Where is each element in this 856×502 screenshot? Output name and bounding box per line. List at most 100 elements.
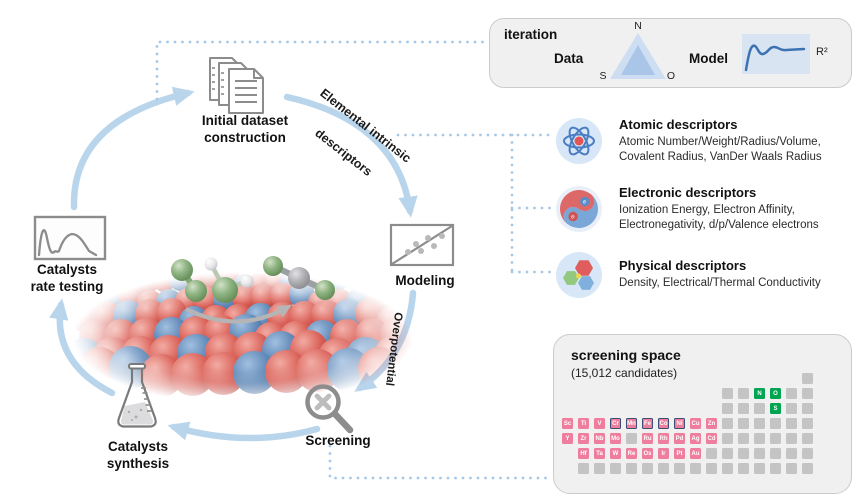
- element-cell-Nb: Nb: [594, 433, 605, 444]
- iteration-title: iteration: [504, 27, 558, 42]
- element-cell: [754, 403, 765, 414]
- electronic-descriptors-line2: Electronegativity, d/p/Valence electrons: [619, 219, 819, 232]
- element-cell: [786, 463, 797, 474]
- dotted-dataset-to-iteration: [155, 40, 488, 101]
- element-cell-Cu: Cu: [690, 418, 701, 429]
- element-cell: [786, 448, 797, 459]
- element-cell-Y: Y: [562, 433, 573, 444]
- element-cell-Zn: Zn: [706, 418, 717, 429]
- svg-text:e: e: [581, 199, 588, 206]
- element-cell-O: O: [770, 388, 781, 399]
- rate-testing-line1: Catalysts: [36, 262, 98, 277]
- element-cell-S: S: [770, 403, 781, 414]
- regression-plot-icon: [389, 223, 455, 267]
- element-cell: [802, 373, 813, 384]
- element-cell: [722, 433, 733, 444]
- element-cell: [722, 448, 733, 459]
- element-cell: [722, 403, 733, 414]
- screening-label: Screening: [305, 433, 371, 448]
- element-cell: [802, 463, 813, 474]
- model-fit-curve-icon: [742, 34, 810, 74]
- element-cell: [754, 433, 765, 444]
- element-cell: [786, 388, 797, 399]
- hexagons-icon: [556, 252, 602, 298]
- physical-descriptors-line1: Density, Electrical/Thermal Conductivity: [619, 277, 821, 290]
- atomic-descriptors-line2: Covalent Radius, VanDer Waals Radius: [619, 151, 822, 164]
- element-cell-Ta: Ta: [594, 448, 605, 459]
- element-cell: [642, 463, 653, 474]
- iteration-panel: iteration Data N S O Model R²: [489, 18, 852, 88]
- synthesis-line2: synthesis: [106, 456, 170, 472]
- flask-icon: [117, 363, 157, 428]
- atomic-descriptors-line1: Atomic Number/Weight/Radius/Volume,: [619, 136, 821, 148]
- element-cell: [770, 448, 781, 459]
- arrow-dataset-to-modeling: [283, 93, 418, 218]
- element-cell: [754, 418, 765, 429]
- element-cell: [658, 463, 669, 474]
- electronic-descriptors-line1: Ionization Energy, Electron Affinity,: [619, 204, 795, 216]
- molecule-bent: [204, 257, 254, 303]
- element-cell: [722, 463, 733, 474]
- element-cell: [770, 433, 781, 444]
- element-cell: [738, 418, 749, 429]
- element-cell-Cd: Cd: [706, 433, 717, 444]
- element-cell-Co: Co: [658, 418, 669, 429]
- triangle-label-n: N: [634, 20, 642, 32]
- r2-label: R²: [816, 46, 828, 58]
- screening-space-subtitle: (15,012 candidates): [571, 366, 678, 380]
- element-cell: [738, 403, 749, 414]
- element-cell-Pd: Pd: [674, 433, 685, 444]
- element-cell: [770, 418, 781, 429]
- element-cell: [706, 448, 717, 459]
- svg-text:e: e: [569, 214, 576, 221]
- element-cell: [722, 388, 733, 399]
- modeling-label: Modeling: [395, 273, 455, 288]
- electronic-descriptors-title: Electronic descriptors: [619, 185, 757, 200]
- element-cell: [786, 403, 797, 414]
- element-cell-Ti: Ti: [578, 418, 589, 429]
- element-cell: [594, 463, 605, 474]
- element-cell-Ru: Ru: [642, 433, 653, 444]
- documents-icon: [209, 57, 264, 114]
- element-cell-Hf: Hf: [578, 448, 589, 459]
- element-cell-V: V: [594, 418, 605, 429]
- model-label: Model: [689, 51, 728, 66]
- element-cell: [674, 463, 685, 474]
- arrow-screening-to-synthesis: [167, 421, 321, 442]
- descriptor-physical: Physical descriptors Density, Electrical…: [556, 252, 821, 298]
- element-cell: [690, 463, 701, 474]
- element-cell: [754, 463, 765, 474]
- element-cell: [738, 433, 749, 444]
- element-cell: [802, 448, 813, 459]
- element-cell-Ir: Ir: [658, 448, 669, 459]
- physical-descriptors-title: Physical descriptors: [619, 258, 747, 274]
- element-cell: [610, 463, 621, 474]
- triangle-label-s: S: [599, 70, 607, 82]
- element-cell-Rh: Rh: [658, 433, 669, 444]
- electrons-icon: e e: [556, 186, 602, 233]
- element-cell: [578, 463, 589, 474]
- periodic-grid: N O S Sc Ti V Cr Mn Fe Co Ni Cu Zn Y Zr Nb Mo Ru Rh Pd Ag Cd H…: [562, 373, 813, 474]
- initial-dataset-line1: Initial dataset: [201, 113, 289, 128]
- element-cell-N: N: [754, 388, 765, 399]
- initial-dataset-line2: construction: [204, 130, 286, 146]
- element-cell-Os: Os: [642, 448, 653, 459]
- element-cell-Pt: Pt: [674, 448, 685, 459]
- element-cell-Cr: Cr: [610, 418, 621, 429]
- element-cell: [802, 388, 813, 399]
- spectrum-chart-icon: [33, 215, 107, 261]
- magnifier-icon: [305, 384, 354, 434]
- element-cell: [722, 418, 733, 429]
- atom-icon: [556, 118, 602, 165]
- element-cell-Mn: Mn: [626, 418, 637, 429]
- element-cell-Fe: Fe: [642, 418, 653, 429]
- molecule-linear: [263, 256, 335, 300]
- element-cell-Zr: Zr: [578, 433, 589, 444]
- element-cell: [786, 418, 797, 429]
- element-cell: [802, 433, 813, 444]
- rate-testing-line2: rate testing: [30, 279, 104, 295]
- element-cell-Au: Au: [690, 448, 701, 459]
- atomic-descriptors-title: Atomic descriptors: [619, 117, 738, 132]
- element-cell: [706, 463, 717, 474]
